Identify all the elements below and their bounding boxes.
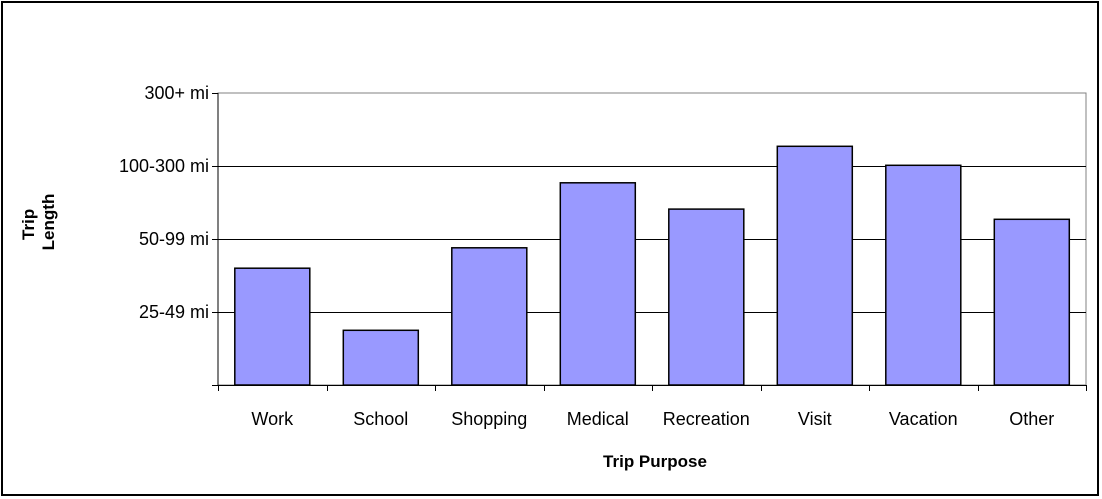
bar-visit [776,145,854,386]
x-tick-label: Recreation [663,409,750,429]
x-tick-label: Medical [567,409,629,429]
y-axis-title-line-2: Length [39,194,58,251]
y-tick-labels: 25-49 mi 50-99 mi 100-300 mi 300+ mi [119,83,209,322]
x-tick-label: Shopping [451,409,527,429]
bars [234,145,1071,386]
y-tick-label: 300+ mi [144,83,209,103]
x-tick-label: Work [251,409,294,429]
x-tick-label: School [353,409,408,429]
x-tick-label: Vacation [889,409,958,429]
axes [212,93,1087,391]
bar-vacation [885,164,962,386]
x-axis-title: Trip Purpose [603,452,707,471]
y-tick-label: 50-99 mi [139,229,209,249]
bar-other [993,218,1071,386]
plot-area: 25-49 mi 50-99 mi 100-300 mi 300+ mi Work Sc… [119,83,1087,429]
bar-school [342,329,420,386]
bar-work [234,267,311,386]
y-axis-title-line-1: Trip [19,209,38,240]
y-tick-label: 100-300 mi [119,156,209,176]
x-tick-label: Other [1009,409,1054,429]
y-tick-label: 25-49 mi [139,302,209,322]
x-tick-label: Visit [798,409,832,429]
x-tick-labels: Work School Shopping Medical Recreation Visit… [251,409,1054,429]
bar-medical [559,182,637,386]
y-axis-title: Trip Length [19,194,58,251]
bar-shopping [451,247,528,386]
bar-recreation [668,208,745,386]
